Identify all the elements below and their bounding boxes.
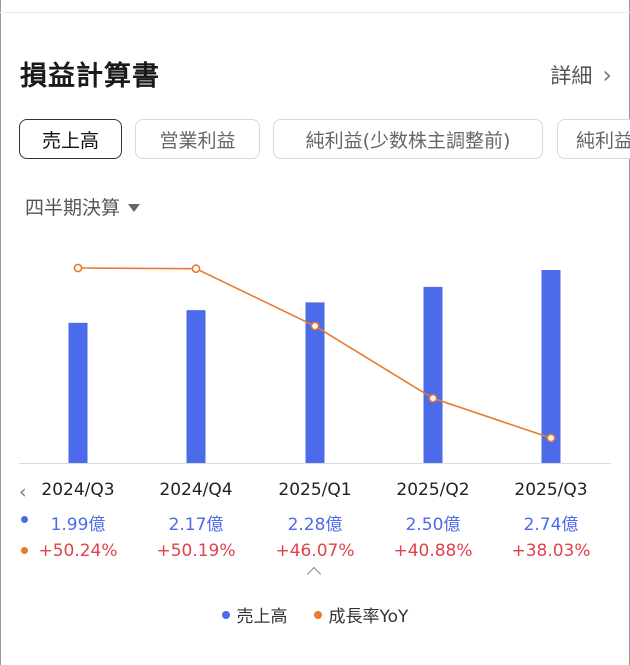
page-title: 損益計算書: [20, 61, 160, 92]
sales-values-row: 1.99億 2.17億 2.28億 2.50億 2.74億: [0, 510, 630, 540]
x-tick-label: 2025/Q2: [396, 480, 470, 500]
legend-dot-icon: [313, 610, 322, 619]
x-tick-label: 2025/Q3: [514, 480, 588, 500]
caret-down-icon: [128, 203, 141, 212]
growth-value-label: +38.03%: [511, 541, 591, 561]
period-label: 四半期決算: [25, 197, 121, 219]
sales-chart: [19, 263, 611, 464]
sales-bar: [423, 286, 443, 463]
growth-point: [73, 263, 83, 273]
tab-net-income-before-minority[interactable]: 純利益(少数株主調整前): [273, 119, 543, 159]
sales-bar: [305, 302, 325, 463]
sales-bar: [68, 322, 88, 463]
growth-point: [546, 433, 556, 443]
growth-values-row: +50.24% +50.19% +46.07% +40.88% +38.03%: [0, 541, 630, 571]
x-axis-labels: 2024/Q3 2024/Q4 2025/Q1 2025/Q2 2025/Q3: [0, 480, 630, 510]
sales-value-label: 2.50億: [405, 515, 461, 535]
chevron-right-icon: ›: [602, 61, 612, 89]
metric-tabs: 売上高 営業利益 純利益(少数株主調整前) 純利益: [19, 119, 630, 161]
period-selector[interactable]: 四半期決算: [25, 193, 141, 220]
sales-bar: [541, 270, 561, 463]
sales-dot-icon: [21, 516, 28, 523]
top-divider: [0, 12, 630, 13]
sales-value-label: 2.28億: [287, 515, 343, 535]
growth-point: [310, 321, 320, 331]
growth-dot-icon: [21, 547, 28, 554]
sales-value-label: 2.74億: [523, 515, 579, 535]
growth-value-label: +46.07%: [275, 541, 355, 561]
chevron-left-icon[interactable]: ‹: [19, 481, 27, 503]
sales-bar: [186, 310, 206, 463]
sales-value-label: 2.17億: [168, 515, 224, 535]
growth-point: [191, 264, 201, 274]
growth-value-label: +50.19%: [156, 541, 236, 561]
sales-value-label: 1.99億: [50, 515, 106, 535]
chart-legend: 売上高 成長率YoY: [0, 602, 630, 627]
growth-point: [428, 393, 438, 403]
legend-item-growth: 成長率YoY: [313, 602, 408, 627]
x-tick-label: 2024/Q3: [41, 480, 115, 500]
tab-net-income[interactable]: 純利益: [557, 119, 630, 159]
legend-dot-icon: [221, 610, 230, 619]
x-tick-label: 2025/Q1: [278, 480, 352, 500]
tab-operating-profit[interactable]: 営業利益: [135, 119, 260, 159]
growth-value-label: +50.24%: [38, 541, 118, 561]
detail-label: 詳細: [550, 64, 593, 88]
x-tick-label: 2024/Q4: [159, 480, 233, 500]
legend-item-sales: 売上高: [221, 602, 288, 627]
detail-link[interactable]: 詳細 ›: [550, 60, 612, 90]
growth-value-label: +40.88%: [393, 541, 473, 561]
tab-sales[interactable]: 売上高: [19, 119, 122, 159]
